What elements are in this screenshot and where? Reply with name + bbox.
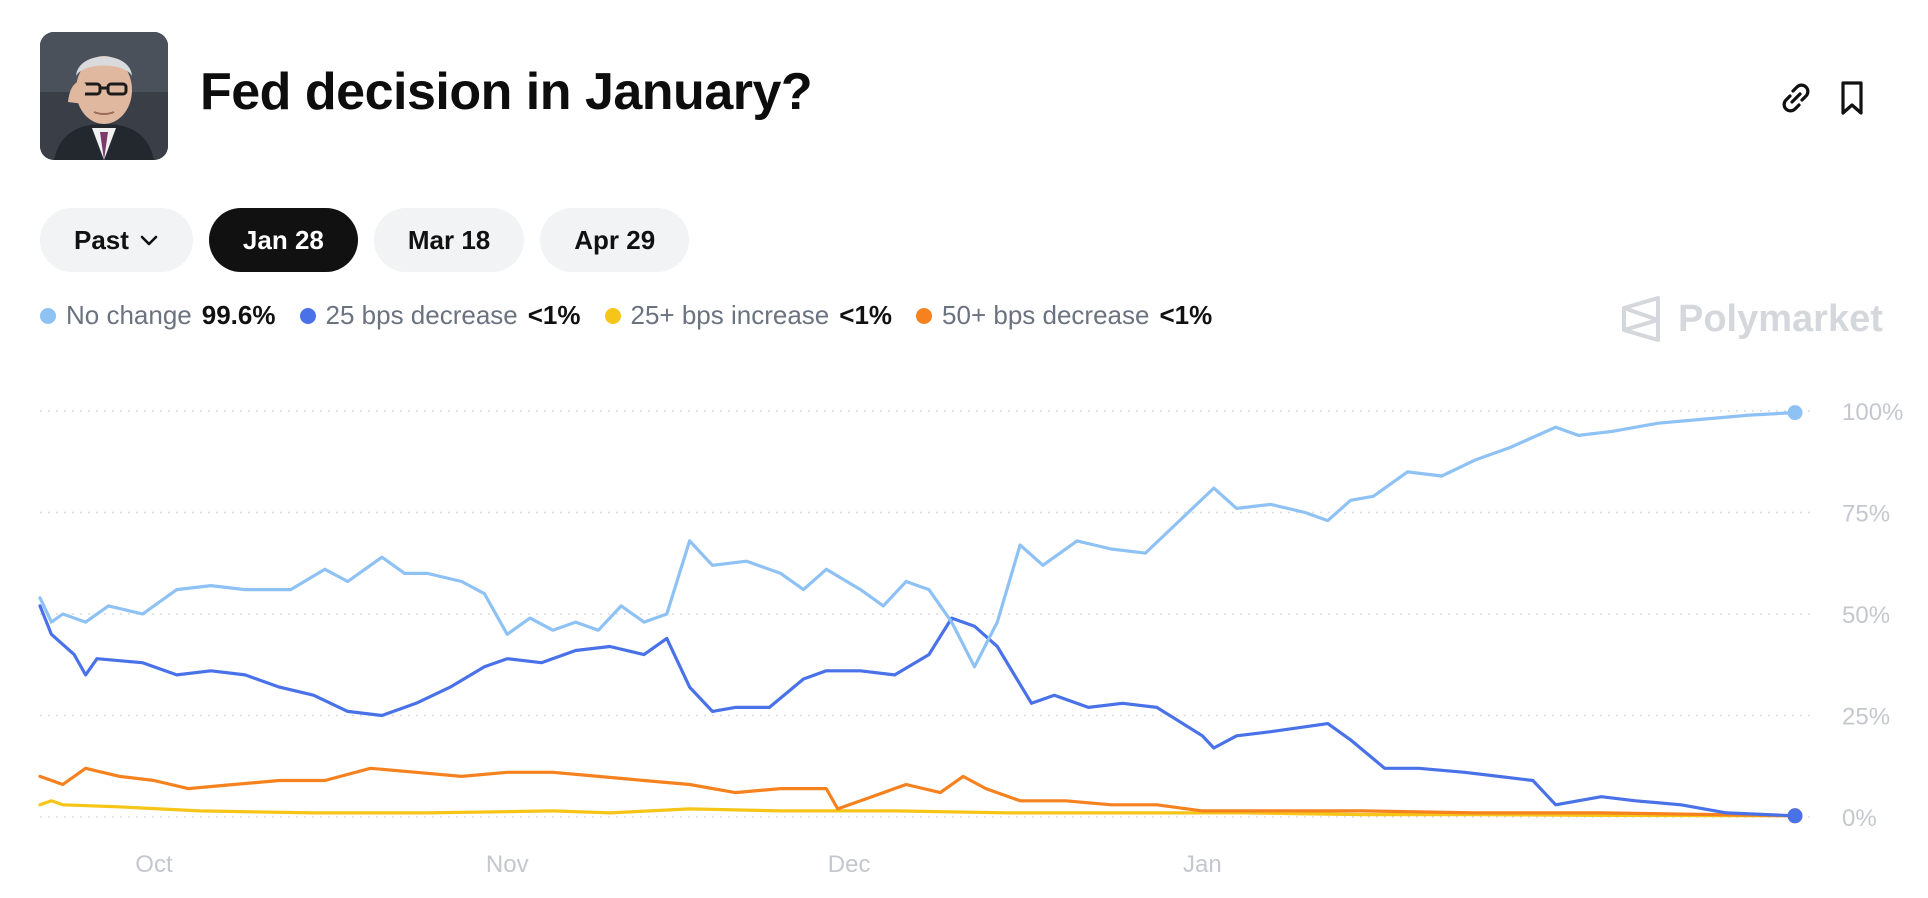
- tab-mar-18[interactable]: Mar 18: [373, 208, 525, 272]
- series-end-marker: [1787, 808, 1803, 824]
- legend-name: 25 bps decrease: [325, 300, 518, 330]
- tab-label: Apr 29: [574, 224, 656, 255]
- series-end-marker: [1787, 405, 1803, 421]
- market-avatar: [40, 32, 168, 160]
- x-tick-label: Oct: [135, 851, 173, 878]
- legend-name: 25+ bps increase: [630, 300, 830, 330]
- x-tick-label: Nov: [486, 851, 529, 878]
- tab-label: Mar 18: [407, 224, 491, 255]
- y-tick-label: 0%: [1842, 805, 1877, 832]
- brand-name: Polymarket: [1678, 297, 1883, 340]
- portrait-image: [40, 32, 168, 160]
- date-tabs: Past Jan 28 Mar 18 Apr 29: [40, 208, 690, 272]
- legend-value: 99.6%: [201, 300, 276, 330]
- link-icon[interactable]: [1776, 78, 1816, 118]
- legend-dot: [299, 307, 316, 324]
- legend-dot: [40, 307, 56, 324]
- series-line-no-change: [38, 411, 1797, 669]
- tab-jan-28[interactable]: Jan 28: [208, 208, 358, 272]
- brand-watermark: Polymarket: [1620, 296, 1883, 342]
- legend-item-50-bps-decrease[interactable]: 50+ bps decrease <1%: [916, 300, 1212, 331]
- series-line-50-bps-decrease: [38, 766, 1797, 818]
- x-tick-label: Jan: [1183, 851, 1222, 878]
- legend-name: 50+ bps decrease: [942, 300, 1150, 330]
- y-tick-label: 50%: [1842, 602, 1890, 629]
- legend-dot: [604, 307, 621, 324]
- tab-apr-29[interactable]: Apr 29: [540, 208, 690, 272]
- legend-value: <1%: [839, 300, 893, 330]
- legend-dot: [916, 307, 933, 324]
- chevron-down-icon: [140, 235, 158, 246]
- legend-item-25-bps-decrease[interactable]: 25 bps decrease <1%: [299, 300, 581, 331]
- legend-value: <1%: [1159, 300, 1213, 330]
- tab-label: Jan 28: [242, 224, 324, 255]
- y-tick-label: 75%: [1842, 501, 1890, 528]
- chart-legend: No change 99.6% 25 bps decrease <1% 25+ …: [40, 300, 1212, 331]
- polymarket-logo-icon: [1622, 296, 1660, 342]
- series-line-25-bps-increase: [38, 799, 1797, 818]
- tab-label: Past: [74, 224, 129, 255]
- series-line-25-bps-decrease: [38, 604, 1797, 818]
- legend-item-25-bps-increase[interactable]: 25+ bps increase <1%: [604, 300, 893, 331]
- line-chart: 0% 25% 50% 75% 100% Oct Nov Dec Jan: [38, 399, 1903, 878]
- x-tick-label: Dec: [828, 851, 871, 878]
- legend-value: <1%: [527, 300, 581, 330]
- tab-past[interactable]: Past: [40, 208, 193, 272]
- page-title: Fed decision in January?: [200, 63, 813, 121]
- y-tick-label: 100%: [1842, 399, 1903, 426]
- y-tick-label: 25%: [1842, 704, 1890, 731]
- legend-item-no-change[interactable]: No change 99.6%: [40, 300, 276, 331]
- bookmark-icon[interactable]: [1832, 78, 1872, 118]
- legend-name: No change: [66, 300, 192, 330]
